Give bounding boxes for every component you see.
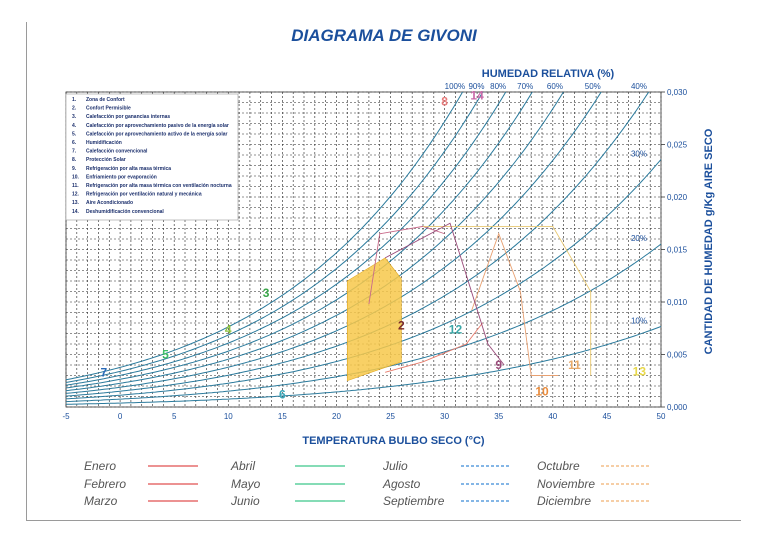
zone-marker: 13 (633, 365, 647, 379)
legend-label-abril: Abril (230, 459, 255, 473)
x-tick-label: 45 (602, 412, 611, 421)
x-tick-label: 50 (657, 412, 666, 421)
zone-legend-label: Confort Permisible (86, 106, 131, 112)
legend-label-julio: Julio (382, 459, 408, 473)
zone-legend-num: 14. (72, 209, 80, 215)
zone-legend-num: 7. (72, 149, 77, 155)
zone-legend-label: Calefacción por aprovechamiento pasivo d… (86, 123, 229, 129)
legend-label-octubre: Octubre (537, 459, 580, 473)
x-tick-label: -5 (62, 412, 70, 421)
legend-label-febrero: Febrero (84, 477, 126, 491)
zone-legend-label: Refrigeración por alta masa térmica con … (86, 183, 232, 189)
zone-marker: 6 (279, 388, 286, 402)
x-tick-label: 15 (278, 412, 287, 421)
zone-marker: 11 (568, 358, 581, 372)
rh-curve-10 (66, 326, 661, 405)
rh-label: 10% (631, 317, 647, 326)
y-tick-label: 0,015 (667, 246, 688, 255)
x-tick-label: 40 (548, 412, 557, 421)
y-tick-label: 0,005 (667, 351, 688, 360)
legend-label-junio: Junio (230, 494, 260, 508)
zone-marker: 3 (263, 286, 270, 300)
legend-label-agosto: Agosto (382, 477, 421, 491)
rh-label: 60% (547, 82, 563, 91)
zone-legend-label: Enfriamiento por evaporación (86, 174, 157, 180)
zone-legend-num: 2. (72, 106, 77, 112)
zone-legend-label: Aire Acondicionado (86, 200, 133, 206)
x-tick-label: 30 (440, 412, 449, 421)
zone-marker: 4 (225, 323, 232, 337)
zone-marker: 10 (535, 384, 549, 398)
zone-outline (423, 225, 592, 376)
x-tick-label: 0 (118, 412, 123, 421)
zone-outline (368, 225, 445, 305)
zone-legend-num: 6. (72, 140, 77, 146)
zone-legend-label: Refrigeración por alta masa térmica (86, 166, 171, 172)
rh-curve-90 (66, 92, 484, 383)
zone-marker: 8 (441, 95, 448, 109)
rh-curve-80 (66, 92, 507, 386)
rh-label: 20% (631, 234, 647, 243)
zone-legend-label: Calefacción convencional (86, 149, 148, 155)
zone-marker: 12 (449, 323, 463, 337)
y-tick-label: 0,025 (667, 141, 688, 150)
zone-legend-num: 1. (72, 97, 77, 103)
zone-legend-num: 10. (72, 174, 80, 180)
chart-frame (26, 22, 741, 521)
y-tick-label: 0,030 (667, 88, 688, 97)
zone-outline (385, 322, 483, 373)
rh-axis-title: HUMEDAD RELATIVA (%) (482, 68, 615, 80)
zone-legend-label: Calefacción por aprovechamiento activo d… (86, 131, 227, 137)
legend-label-enero: Enero (84, 459, 116, 473)
y-axis-title: CANTIDAD DE HUMEDAD g/Kg AIRE SECO (703, 128, 715, 354)
rh-label: 30% (631, 149, 647, 158)
y-tick-label: 0,020 (667, 193, 688, 202)
legend-label-noviembre: Noviembre (537, 477, 595, 491)
zone-marker: 7 (101, 366, 108, 380)
legend-label-septiembre: Septiembre (383, 494, 445, 508)
rh-label: 50% (585, 82, 601, 91)
rh-label: 90% (468, 82, 484, 91)
zone-legend-num: 12. (72, 192, 80, 198)
x-tick-label: 20 (332, 412, 341, 421)
zone-legend-label: Protección Solar (86, 157, 126, 163)
zone-marker: 9 (495, 358, 502, 372)
page-title: DIAGRAMA DE GIVONI (291, 26, 477, 45)
rh-curve-100 (66, 92, 464, 381)
zone-legend-label: Calefacción por ganancias internas (86, 114, 170, 120)
zone-marker: 5 (162, 348, 169, 362)
legend-label-mayo: Mayo (231, 477, 261, 491)
comfort-zone-area (346, 257, 402, 382)
y-tick-label: 0,010 (667, 298, 688, 307)
zone-legend-label: Zona de Confort (86, 97, 125, 103)
zone-legend-num: 3. (72, 114, 77, 120)
zone-legend-num: 13. (72, 200, 80, 206)
zone-legend-num: 4. (72, 123, 77, 129)
legend-label-marzo: Marzo (84, 494, 118, 508)
rh-label: 80% (490, 82, 506, 91)
x-axis-title: TEMPERATURA BULBO SECO (°C) (302, 435, 485, 447)
zones-legend-box (65, 93, 239, 221)
x-tick-label: 5 (172, 412, 177, 421)
zone-marker: 14 (470, 88, 484, 102)
zone-legend-label: Humidificación (86, 140, 122, 146)
zone-legend-num: 9. (72, 166, 77, 172)
rh-label: 100% (445, 82, 465, 91)
rh-label: 40% (631, 82, 647, 91)
zone-legend-label: Deshumidificación convencional (86, 209, 164, 215)
zone-legend-num: 5. (72, 131, 77, 137)
x-tick-label: 10 (224, 412, 233, 421)
rh-label: 70% (517, 82, 533, 91)
zone-outline (384, 222, 505, 366)
zone-marker: 2 (398, 318, 405, 332)
legend-label-diciembre: Diciembre (537, 494, 591, 508)
y-tick-label: 0,000 (667, 403, 688, 412)
zone-legend-num: 11. (72, 183, 79, 189)
x-tick-label: 25 (386, 412, 395, 421)
zone-legend-label: Refrigeración por ventilación natural y … (86, 192, 202, 198)
zone-legend-num: 8. (72, 157, 77, 163)
x-tick-label: 35 (494, 412, 503, 421)
zone-outline (471, 232, 559, 376)
